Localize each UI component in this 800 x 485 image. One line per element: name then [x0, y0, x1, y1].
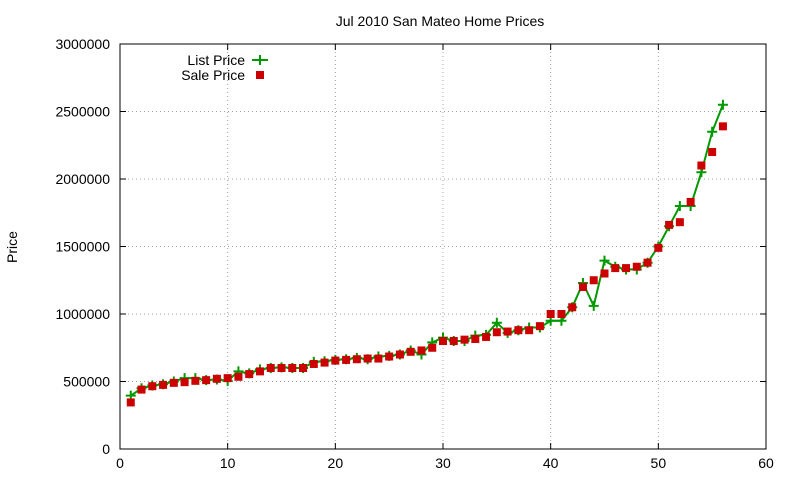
sale-price-point	[159, 380, 168, 389]
sale-price-point	[503, 327, 512, 336]
sale-price-point	[363, 354, 372, 363]
sale-price-point	[245, 370, 254, 379]
sale-price-point	[277, 364, 286, 372]
sale-price-point	[309, 359, 318, 368]
sale-price-point	[665, 220, 674, 229]
sale-price-point	[449, 337, 458, 345]
sale-price-point	[675, 218, 684, 227]
sale-price-point	[266, 364, 275, 372]
legend-label-sale-price: Sale Price	[181, 67, 245, 83]
sale-price-point	[417, 346, 426, 355]
y-tick-label: 0	[102, 441, 110, 457]
y-tick-label: 1500000	[55, 239, 110, 255]
sale-price-point	[525, 326, 534, 335]
sale-price-point	[546, 310, 555, 318]
list-price-point	[588, 300, 599, 311]
axes: 0 10 20 30 40 50 60 0 500000 1000000 1500000 200000…	[55, 36, 774, 471]
sale-price-point	[288, 364, 297, 372]
sale-price-point	[180, 378, 189, 387]
list-price-point	[599, 255, 610, 266]
plot-area	[125, 99, 728, 407]
list-price-line	[130, 104, 724, 397]
sale-price-point	[406, 347, 415, 356]
chart-title: Jul 2010 San Mateo Home Prices	[336, 13, 545, 29]
list-price-point	[674, 201, 685, 211]
y-tick-label: 1000000	[55, 306, 110, 322]
x-tick-label: 0	[116, 455, 124, 471]
legend-label-list-price: List Price	[187, 52, 245, 68]
list-price-point	[717, 99, 728, 110]
sale-price-point	[352, 355, 361, 364]
sale-price-point	[535, 322, 544, 331]
sale-price-point	[611, 264, 620, 273]
sale-price-point	[589, 276, 598, 285]
x-tick-label: 50	[651, 455, 667, 471]
list-price-point	[491, 317, 502, 328]
y-tick-label: 3000000	[55, 36, 110, 52]
x-tick-label: 40	[543, 455, 559, 471]
sale-price-point	[514, 326, 523, 335]
sale-price-point	[320, 358, 329, 367]
x-tick-label: 10	[220, 455, 236, 471]
sale-price-point	[439, 337, 447, 345]
y-axis-label: Price	[4, 231, 20, 263]
sale-price-point	[632, 262, 641, 271]
sale-price-point	[191, 376, 200, 385]
legend-marker-list-price	[255, 55, 265, 65]
sale-price-point	[374, 354, 383, 363]
sale-price-point	[492, 328, 501, 337]
x-tick-label: 20	[328, 455, 344, 471]
sale-price-point	[686, 197, 695, 206]
sale-price-point	[568, 303, 577, 312]
sale-price-point	[137, 385, 146, 394]
sale-price-point	[202, 376, 211, 385]
sale-price-point	[212, 374, 221, 383]
sale-price-point	[482, 332, 491, 341]
list-price-point	[707, 126, 718, 137]
legend-marker-sale-price	[256, 71, 264, 79]
sale-price-point	[557, 310, 566, 318]
y-tick-label: 2500000	[55, 104, 110, 120]
grid	[120, 44, 766, 449]
x-tick-label: 60	[758, 455, 774, 471]
sale-price-point	[299, 364, 308, 372]
sale-price-point	[697, 161, 706, 170]
sale-price-point	[600, 269, 609, 278]
sale-price-point	[708, 148, 717, 156]
sale-price-point	[169, 378, 178, 387]
sale-price-point	[428, 343, 437, 352]
sale-price-point	[223, 374, 232, 383]
sale-price-point	[342, 355, 351, 364]
sale-price-point	[255, 367, 264, 376]
sale-price-point	[234, 372, 243, 381]
sale-price-point	[395, 350, 404, 359]
sale-price-point	[471, 334, 480, 343]
sale-price-point	[622, 264, 631, 273]
sale-price-point	[460, 335, 469, 344]
sale-price-point	[385, 352, 394, 361]
y-tick-label: 500000	[63, 374, 110, 390]
sale-price-point	[126, 398, 135, 407]
x-tick-label: 30	[435, 455, 451, 471]
sale-price-point	[578, 283, 587, 291]
sale-price-point	[718, 122, 727, 131]
sale-price-point	[643, 258, 652, 267]
y-tick-label: 2000000	[55, 171, 110, 187]
sale-price-point	[331, 356, 340, 365]
sale-price-point	[654, 243, 663, 252]
sale-price-point	[148, 382, 157, 391]
